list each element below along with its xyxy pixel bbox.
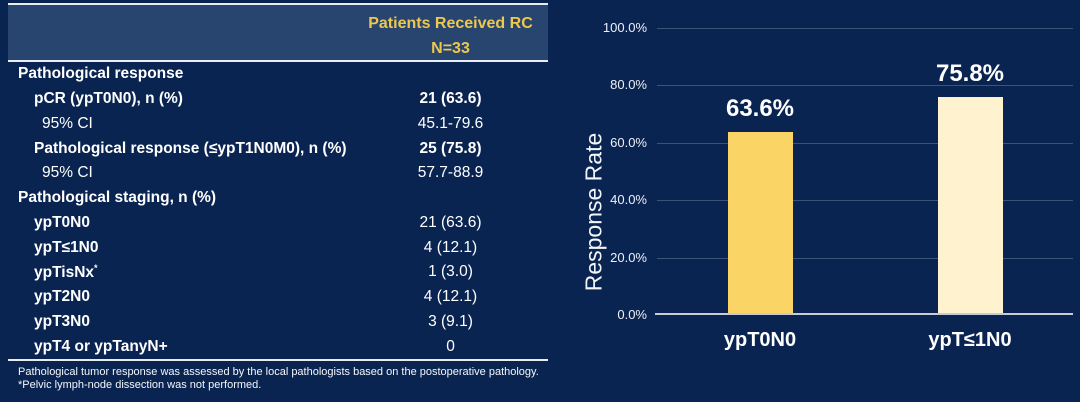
bar-value-label: 63.6% [725,95,795,123]
y-tick-label: 60.0% [610,134,647,150]
x-category-label: ypT0N0 [723,329,797,351]
row-label: 95% CI [42,164,93,182]
gridline [657,85,1073,87]
table-row: ypT0N0 21 (63.6) [8,211,548,236]
row-label: ypT≤1N0 [34,238,99,256]
y-tick-label: 80.0% [610,77,647,93]
row-value: 57.7-88.9 [417,164,484,182]
y-tick-label: 40.0% [610,192,647,208]
footnote-marker: * [94,262,98,273]
row-label: 95% CI [42,114,93,132]
row-value: 25 (75.8) [419,139,482,157]
table-row: ypTisNx* 1 (3.0) [8,260,548,285]
gridline [657,200,1073,202]
table-body: Pathological response pCR (ypT0N0), n (%… [8,62,548,361]
table-row: Pathological response (≤ypT1N0M0), n (%)… [8,136,548,161]
table-footnotes: Pathological tumor response was assessed… [8,361,548,392]
table-row: pCR (ypT0N0), n (%) 21 (63.6) [8,87,548,112]
table-row: 95% CI 45.1-79.6 [8,112,548,137]
row-value: 21 (63.6) [419,213,482,231]
bar-value-label: 75.8% [935,60,1005,88]
x-category-label: ypT≤1N0 [928,329,1012,351]
row-label: ypT0N0 [34,213,90,231]
row-label: Pathological response (≤ypT1N0M0), n (%) [34,139,347,157]
table-header-spacer [8,5,353,60]
row-label-text: ypTisNx [34,263,95,281]
bar [727,132,793,315]
table-header-title: Patients Received RC [368,15,533,32]
gridline [657,257,1073,259]
y-axis-title: Response Rate [580,132,607,292]
table-header-cell: Patients Received RC N=33 [353,5,548,60]
plot-area: 0.0% 20.0% 40.0% 60.0% 80.0% 100.0% 63.6% ypT0N… [603,20,1075,351]
y-tick-label: 100.0% [602,20,647,35]
table-row: ypT4 or ypTanyN+ 0 [8,334,548,359]
table-row: ypT≤1N0 4 (12.1) [8,235,548,260]
y-tick-label: 20.0% [610,249,647,265]
bar [937,97,1003,315]
row-value: 4 (12.1) [423,238,478,256]
table-header-n: N=33 [431,40,470,57]
table-row: ypT2N0 4 (12.1) [8,285,548,310]
row-value: 1 (3.0) [428,263,473,281]
row-label: Pathological staging, n (%) [18,189,217,207]
row-label: Pathological response [18,65,184,83]
gridline [657,142,1073,144]
gridline [657,28,1073,29]
row-value: 0 [446,337,455,355]
row-value: 4 (12.1) [423,288,478,306]
row-label: ypTisNx* [8,263,353,282]
row-value: 21 (63.6) [419,90,482,108]
row-label: ypT3N0 [34,312,90,330]
results-table: Patients Received RC N=33 Pathological r… [8,3,548,392]
footnote-line: Pathological tumor response was assessed… [18,366,539,378]
row-label: pCR (ypT0N0), n (%) [34,90,183,108]
footnote-line: *Pelvic lymph-node dissection was not pe… [18,379,262,391]
row-value: 3 (9.1) [428,312,473,330]
row-label: ypT4 or ypTanyN+ [34,337,168,355]
table-row: 95% CI 57.7-88.9 [8,161,548,186]
table-row: ypT3N0 3 (9.1) [8,310,548,335]
table-row: Pathological staging, n (%) [8,186,548,211]
y-tick-label: 0.0% [617,307,647,322]
x-axis-line [655,313,1073,315]
bar-chart: Response Rate 0.0% 20.0% 40.0% 60.0% 80.0% 10… [555,0,1080,402]
row-label: ypT2N0 [34,288,90,306]
table-row: Pathological response [8,62,548,87]
row-value: 45.1-79.6 [417,114,484,132]
table-header: Patients Received RC N=33 [8,3,548,62]
